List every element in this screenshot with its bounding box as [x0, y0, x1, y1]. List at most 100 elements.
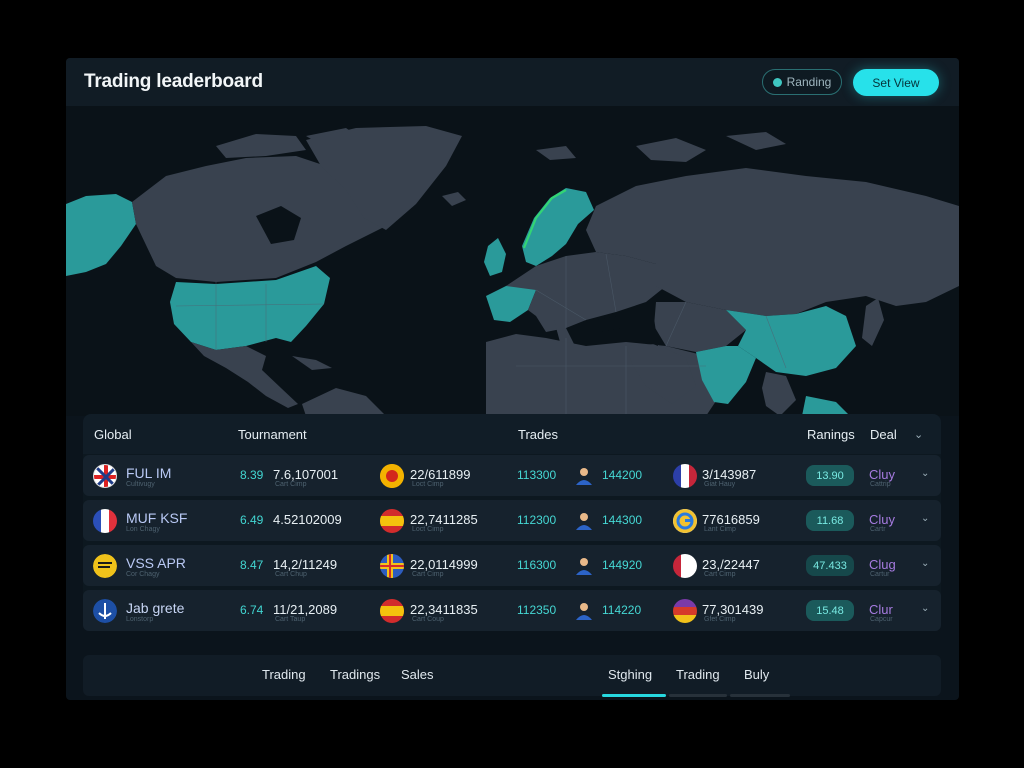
chevron-down-icon[interactable]: ⌄ — [921, 468, 930, 479]
google-icon — [673, 509, 697, 533]
rank-badge: 13.90 — [806, 465, 854, 486]
rank-badge: 15.48 — [806, 600, 854, 621]
rank-badge: 11.68 — [806, 510, 854, 531]
deal-subtitle: Cartr — [870, 526, 886, 533]
ranking-subtitle: Cart Cimp — [704, 571, 736, 578]
trader-subtitle: Lonstorp — [126, 616, 154, 623]
tab-indicator — [730, 694, 790, 697]
tab-stghing[interactable]: Stghing — [608, 667, 653, 682]
person-icon — [573, 555, 595, 577]
tab-tradings[interactable]: Tradings — [330, 667, 381, 682]
tab-trading[interactable]: Trading — [262, 667, 306, 682]
column-ranings[interactable]: Ranings — [807, 427, 855, 442]
tournament-value: 4.52102009 — [273, 512, 342, 527]
deal-value: Clug — [869, 557, 896, 572]
trader-value: 114220 — [602, 603, 642, 617]
uk-flag-icon — [93, 464, 117, 488]
tab-buly[interactable]: Buly — [744, 667, 770, 682]
ranking-value: 23,/22447 — [702, 557, 760, 572]
trade-subtitle: Loct Cimp — [412, 481, 444, 488]
table-row[interactable]: Jab grete Lonstorp 6.74 11/21,2089 Cart … — [83, 590, 941, 631]
ranking-value: 3/143987 — [702, 467, 757, 482]
trade-value: 22,0114999 — [410, 557, 478, 572]
deal-value: Clur — [869, 602, 893, 617]
score-value: 6.74 — [240, 603, 264, 617]
rank-badge: 47.433 — [806, 555, 854, 576]
trader-name: VSS APR — [126, 555, 186, 571]
chevron-down-icon[interactable]: ⌄ — [921, 603, 930, 614]
column-trades[interactable]: Trades — [518, 427, 558, 442]
leaderboard-window: Trading leaderboard Randing Set View — [66, 58, 959, 700]
column-global[interactable]: Global — [94, 427, 132, 442]
orange-flag-icon — [380, 464, 404, 488]
leaderboard-table: Global Tournament Trades Ranings Deal ⌄ … — [83, 414, 941, 631]
chevron-down-icon[interactable]: ⌄ — [921, 558, 930, 569]
person-icon — [573, 510, 595, 532]
trader-name: MUF KSF — [126, 510, 188, 526]
trader-value: 144200 — [602, 468, 643, 482]
trader-subtitle: Cor Chagy — [126, 571, 160, 578]
trades-count: 112300 — [517, 513, 557, 527]
column-deal[interactable]: Deal — [870, 427, 897, 442]
trades-count: 113300 — [517, 468, 557, 482]
deal-subtitle: Cartur — [870, 571, 890, 578]
person-icon — [573, 600, 595, 622]
trade-subtitle: Cart Coup — [412, 616, 444, 623]
spain-flag-icon — [380, 599, 404, 623]
deal-subtitle: Cattrip — [870, 481, 891, 488]
trader-subtitle: Cultivugy — [126, 481, 155, 488]
chevron-down-icon[interactable]: ⌄ — [914, 429, 924, 441]
score-value: 8.47 — [240, 558, 264, 572]
chevron-down-icon[interactable]: ⌄ — [921, 513, 930, 524]
world-map-graphic — [66, 106, 959, 416]
trader-name: Jab grete — [126, 600, 185, 616]
dot-icon — [772, 77, 782, 87]
trade-value: 22,7411285 — [410, 512, 478, 527]
trades-count: 112350 — [517, 603, 557, 617]
rank-badge-label: 15.48 — [816, 604, 844, 617]
set-view-button[interactable]: Set View — [853, 69, 939, 96]
ranking-value: 77616859 — [702, 512, 760, 527]
flag-icon — [673, 554, 697, 578]
table-row[interactable]: MUF KSF Lon Chagy 6.49 4.52102009 22,741… — [83, 500, 941, 541]
rank-badge-label: 11.68 — [816, 514, 844, 527]
tournament-value: 7.6,107001 — [273, 467, 339, 482]
tournament-value: 14,2/11249 — [273, 557, 338, 572]
deal-value: Cluy — [869, 512, 896, 527]
tab-trading-right[interactable]: Trading — [676, 667, 720, 682]
spain-flag-icon — [380, 509, 404, 533]
world-map[interactable] — [66, 106, 959, 416]
deal-value: Cluy — [869, 467, 896, 482]
ranking-subtitle: Gfet Cimp — [704, 616, 736, 623]
tournament-value: 11/21,2089 — [273, 602, 338, 617]
flag-icon — [673, 599, 697, 623]
header-bar: Trading leaderboard Randing Set View — [66, 58, 959, 106]
ranking-button[interactable]: Randing — [762, 69, 842, 95]
trader-value: 144300 — [602, 513, 643, 527]
trader-subtitle: Lon Chagy — [126, 526, 160, 533]
flag-icon — [673, 464, 697, 488]
blue-logo-icon — [93, 599, 117, 623]
trade-subtitle: Loct Cimp — [412, 526, 444, 533]
page-title: Trading leaderboard — [84, 71, 263, 92]
trader-value: 144920 — [602, 558, 643, 572]
person-icon — [573, 465, 595, 487]
ranking-value: 77,301439 — [702, 602, 764, 617]
tab-sales[interactable]: Sales — [401, 667, 434, 682]
column-tournament[interactable]: Tournament — [238, 427, 307, 442]
trade-value: 22/611899 — [410, 467, 471, 482]
ranking-button-label: Randing — [786, 75, 832, 89]
table-header: Global Tournament Trades Ranings Deal ⌄ — [83, 414, 941, 454]
score-value: 8.39 — [240, 468, 264, 482]
trade-value: 22,3411835 — [410, 602, 478, 617]
table-row[interactable]: VSS APR Cor Chagy 8.47 14,2/11249 Cart C… — [83, 545, 941, 586]
score-value: 6.49 — [240, 513, 264, 527]
tournament-subtitle: Cart Taup — [275, 616, 306, 623]
trades-count: 116300 — [517, 558, 557, 572]
aland-flag-icon — [380, 554, 404, 578]
bottom-tab-bar: Trading Tradings Sales Stghing Trading B… — [83, 655, 941, 697]
set-view-button-label: Set View — [872, 75, 920, 90]
table-row[interactable]: FUL IM Cultivugy 8.39 7.6,107001 Cart Ci… — [83, 455, 941, 496]
deal-subtitle: Capcur — [870, 616, 893, 623]
rank-badge-label: 13.90 — [816, 469, 844, 482]
